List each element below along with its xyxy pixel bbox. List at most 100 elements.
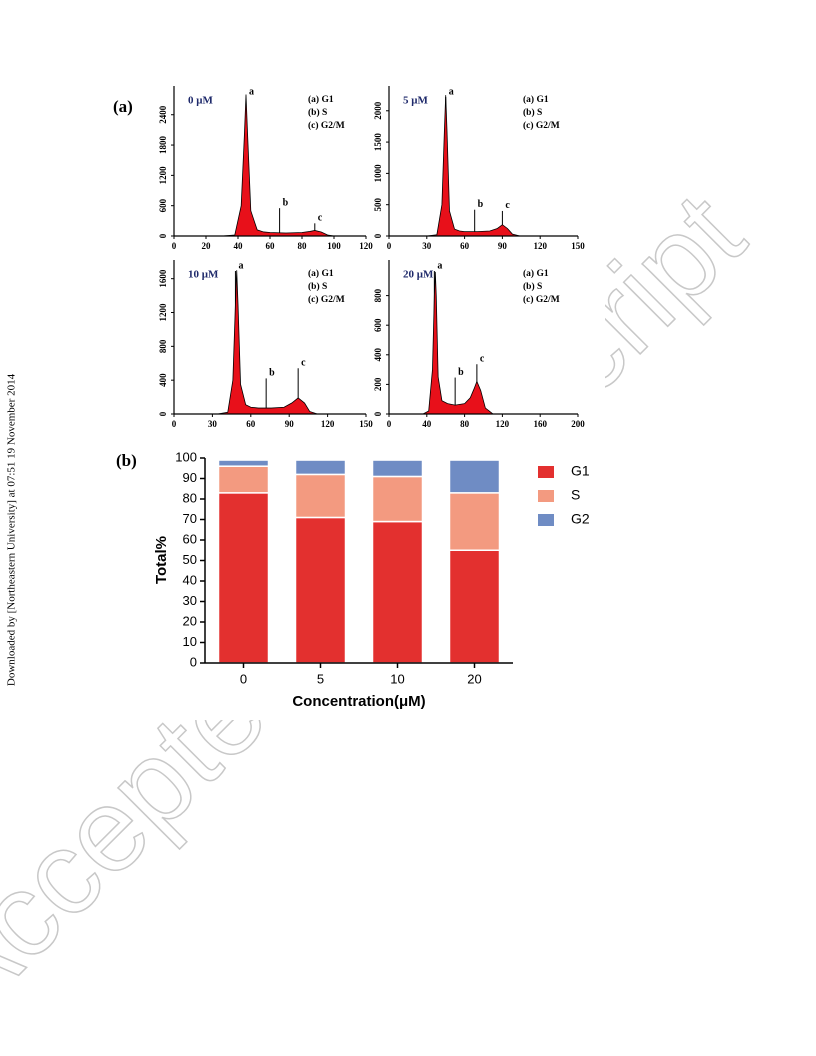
y-tick-label: 10	[183, 634, 197, 649]
panel-title: 10 μM	[188, 269, 219, 281]
annotation-label: c	[480, 354, 485, 365]
histogram-area	[174, 94, 366, 237]
x-tick-label: 60	[246, 419, 256, 429]
y-tick-label: 2400	[158, 105, 168, 124]
panel-title: 5 μM	[403, 95, 428, 107]
x-tick-label: 0	[240, 671, 247, 686]
legend-entry: (a) G1	[523, 94, 549, 105]
legend-entry: G1	[571, 463, 590, 479]
annotation-label: c	[318, 213, 323, 224]
y-tick-label: 500	[373, 197, 383, 211]
y-tick-label: 800	[158, 339, 168, 353]
legend-swatch	[538, 466, 554, 478]
x-tick-label: 120	[359, 241, 373, 251]
y-tick-label: 1200	[158, 166, 168, 185]
x-tick-label: 100	[327, 241, 341, 251]
annotation-label: a	[249, 86, 254, 97]
x-tick-label: 160	[533, 419, 547, 429]
panel-title: 0 μM	[188, 95, 213, 107]
y-tick-label: 800	[373, 288, 383, 302]
legend-entry: S	[571, 487, 580, 503]
bar-segment	[217, 459, 270, 467]
legend-entry: (a) G1	[523, 268, 549, 279]
legend-entry: (b) S	[523, 281, 542, 292]
panel-label: (b)	[116, 451, 137, 470]
x-tick-label: 0	[172, 241, 177, 251]
bar-segment	[371, 459, 424, 478]
y-tick-label: 90	[183, 470, 197, 485]
x-tick-label: 60	[266, 241, 276, 251]
y-tick-label: 2000	[373, 101, 383, 120]
annotation-label: b	[283, 197, 289, 208]
bar-segment	[371, 520, 424, 664]
x-tick-label: 80	[460, 419, 470, 429]
x-tick-label: 20	[467, 671, 481, 686]
x-tick-label: 150	[571, 241, 585, 251]
bar-segment	[448, 459, 501, 494]
x-tick-label: 120	[496, 419, 510, 429]
annotation-label: c	[301, 358, 306, 369]
y-tick-label: 0	[373, 233, 383, 238]
x-tick-label: 150	[359, 419, 373, 429]
y-tick-label: 20	[183, 613, 197, 628]
y-tick-label: 0	[158, 233, 168, 238]
bar-segment	[217, 492, 270, 664]
y-tick-label: 600	[158, 198, 168, 212]
histogram-area	[389, 95, 578, 237]
annotation-label: b	[458, 367, 464, 378]
y-tick-label: 600	[373, 318, 383, 332]
histogram-area	[174, 270, 366, 415]
y-tick-label: 60	[183, 531, 197, 546]
legend-entry: (b) S	[308, 107, 327, 118]
legend-entry: (c) G2/M	[523, 294, 560, 305]
panel-label: (a)	[113, 97, 133, 116]
annotation-label: b	[478, 199, 484, 210]
y-tick-label: 70	[183, 511, 197, 526]
x-tick-label: 30	[422, 241, 432, 251]
y-tick-label: 40	[183, 572, 197, 587]
annotation-label: a	[437, 260, 442, 271]
x-tick-label: 5	[317, 671, 324, 686]
histogram-area	[389, 271, 578, 415]
x-tick-label: 90	[498, 241, 508, 251]
panel-title: 20 μM	[403, 269, 434, 281]
x-axis-label: Concentration(μM)	[292, 693, 425, 710]
y-tick-label: 0	[190, 654, 197, 669]
annotation-label: b	[269, 368, 275, 379]
legend-swatch	[538, 490, 554, 502]
annotation-label: c	[505, 200, 510, 211]
legend-entry: (c) G2/M	[308, 120, 345, 131]
bar-segment	[217, 465, 270, 494]
y-tick-label: 1600	[158, 269, 168, 288]
x-tick-label: 0	[387, 241, 392, 251]
y-tick-label: 50	[183, 552, 197, 567]
x-tick-label: 60	[460, 241, 470, 251]
legend-entry: G2	[571, 511, 590, 527]
bar-segment	[294, 459, 347, 476]
y-tick-label: 0	[158, 411, 168, 416]
x-tick-label: 80	[298, 241, 308, 251]
annotation-label: a	[238, 260, 243, 271]
x-tick-label: 30	[208, 419, 218, 429]
legend-swatch	[538, 514, 554, 526]
bar-segment	[294, 516, 347, 664]
legend-entry: (b) S	[523, 107, 542, 118]
x-tick-label: 200	[571, 419, 585, 429]
x-tick-label: 10	[390, 671, 404, 686]
y-tick-label: 1500	[373, 133, 383, 152]
y-axis-label: Total%	[153, 536, 170, 584]
y-tick-label: 400	[158, 373, 168, 387]
x-tick-label: 40	[422, 419, 432, 429]
x-tick-label: 0	[387, 419, 392, 429]
y-tick-label: 100	[175, 449, 197, 464]
y-tick-label: 1000	[373, 164, 383, 183]
legend-entry: (a) G1	[308, 94, 334, 105]
bar-segment	[448, 492, 501, 552]
y-tick-label: 1200	[158, 303, 168, 322]
annotation-label: a	[449, 86, 454, 97]
bar-segment	[448, 549, 501, 664]
x-tick-label: 120	[321, 419, 335, 429]
x-tick-label: 0	[172, 419, 177, 429]
legend-entry: (c) G2/M	[523, 120, 560, 131]
